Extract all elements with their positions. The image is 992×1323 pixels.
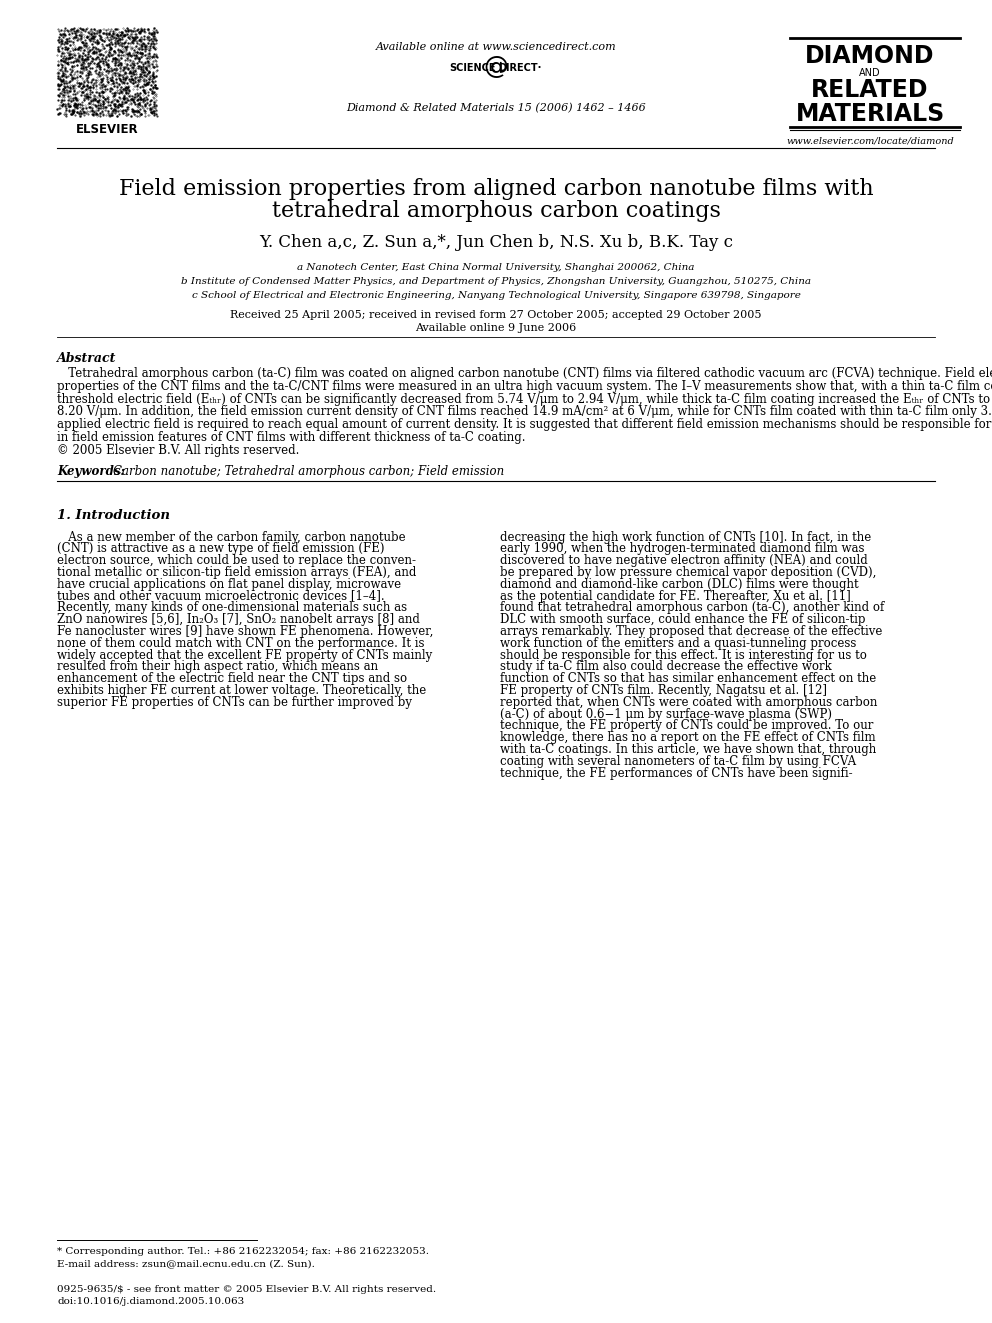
Text: (a-C) of about 0.6−1 μm by surface-wave plasma (SWP): (a-C) of about 0.6−1 μm by surface-wave … [500,708,832,721]
Text: reported that, when CNTs were coated with amorphous carbon: reported that, when CNTs were coated wit… [500,696,877,709]
Text: E-mail address: zsun@mail.ecnu.edu.cn (Z. Sun).: E-mail address: zsun@mail.ecnu.edu.cn (Z… [57,1259,314,1267]
Text: study if ta-C film also could decrease the effective work: study if ta-C film also could decrease t… [500,660,831,673]
Text: work function of the emitters and a quasi-tunneling process: work function of the emitters and a quas… [500,636,856,650]
Text: Y. Chen a,c, Z. Sun a,*, Jun Chen b, N.S. Xu b, B.K. Tay c: Y. Chen a,c, Z. Sun a,*, Jun Chen b, N.S… [259,234,733,251]
Text: Tetrahedral amorphous carbon (ta-C) film was coated on aligned carbon nanotube (: Tetrahedral amorphous carbon (ta-C) film… [57,366,992,380]
Text: function of CNTs so that has similar enhancement effect on the: function of CNTs so that has similar enh… [500,672,876,685]
Text: Available online 9 June 2006: Available online 9 June 2006 [416,323,576,333]
Text: coating with several nanometers of ta-C film by using FCVA: coating with several nanometers of ta-C … [500,755,856,767]
Text: www.elsevier.com/locate/diamond: www.elsevier.com/locate/diamond [786,136,954,146]
Text: none of them could match with CNT on the performance. It is: none of them could match with CNT on the… [57,636,425,650]
Text: * Corresponding author. Tel.: +86 2162232054; fax: +86 2162232053.: * Corresponding author. Tel.: +86 216223… [57,1248,429,1256]
Text: early 1990, when the hydrogen-terminated diamond film was: early 1990, when the hydrogen-terminated… [500,542,864,556]
Text: 0925-9635/$ - see front matter © 2005 Elsevier B.V. All rights reserved.: 0925-9635/$ - see front matter © 2005 El… [57,1285,436,1294]
Text: @: @ [483,56,509,79]
Text: Keywords:: Keywords: [57,464,125,478]
Text: Field emission properties from aligned carbon nanotube films with: Field emission properties from aligned c… [119,179,873,200]
Text: DLC with smooth surface, could enhance the FE of silicon-tip: DLC with smooth surface, could enhance t… [500,613,865,626]
Text: Diamond & Related Materials 15 (2006) 1462 – 1466: Diamond & Related Materials 15 (2006) 14… [346,103,646,114]
Text: as the potential candidate for FE. Thereafter, Xu et al. [11]: as the potential candidate for FE. There… [500,590,851,602]
Text: SCIENCE: SCIENCE [449,64,496,73]
Text: with ta-C coatings. In this article, we have shown that, through: with ta-C coatings. In this article, we … [500,744,876,755]
Text: Carbon nanotube; Tetrahedral amorphous carbon; Field emission: Carbon nanotube; Tetrahedral amorphous c… [113,464,504,478]
Text: Abstract: Abstract [57,352,116,365]
Text: diamond and diamond-like carbon (DLC) films were thought: diamond and diamond-like carbon (DLC) fi… [500,578,859,591]
Text: b Institute of Condensed Matter Physics, and Department of Physics, Zhongshan Un: b Institute of Condensed Matter Physics,… [181,277,811,286]
Text: tubes and other vacuum microelectronic devices [1–4].: tubes and other vacuum microelectronic d… [57,590,385,602]
Text: threshold electric field (Eₜₕᵣ) of CNTs can be significantly decreased from 5.74: threshold electric field (Eₜₕᵣ) of CNTs … [57,393,992,406]
Text: ELSEVIER: ELSEVIER [75,123,138,136]
Text: 1. Introduction: 1. Introduction [57,508,170,521]
Text: have crucial applications on flat panel display, microwave: have crucial applications on flat panel … [57,578,401,591]
Text: tional metallic or silicon-tip field emission arrays (FEA), and: tional metallic or silicon-tip field emi… [57,566,417,579]
Text: a Nanotech Center, East China Normal University, Shanghai 200062, China: a Nanotech Center, East China Normal Uni… [298,263,694,273]
Text: properties of the CNT films and the ta-C/CNT films were measured in an ultra hig: properties of the CNT films and the ta-C… [57,380,992,393]
Text: technique, the FE property of CNTs could be improved. To our: technique, the FE property of CNTs could… [500,720,873,733]
Text: Fe nanocluster wires [9] have shown FE phenomena. However,: Fe nanocluster wires [9] have shown FE p… [57,624,434,638]
Text: exhibits higher FE current at lower voltage. Theoretically, the: exhibits higher FE current at lower volt… [57,684,427,697]
Text: in field emission features of CNT films with different thickness of ta-C coating: in field emission features of CNT films … [57,431,526,445]
Text: enhancement of the electric field near the CNT tips and so: enhancement of the electric field near t… [57,672,407,685]
Text: FE property of CNTs film. Recently, Nagatsu et al. [12]: FE property of CNTs film. Recently, Naga… [500,684,827,697]
Text: technique, the FE performances of CNTs have been signifi-: technique, the FE performances of CNTs h… [500,766,853,779]
Text: should be responsible for this effect. It is interesting for us to: should be responsible for this effect. I… [500,648,867,662]
Text: found that tetrahedral amorphous carbon (ta-C), another kind of: found that tetrahedral amorphous carbon … [500,602,884,614]
Text: applied electric field is required to reach equal amount of current density. It : applied electric field is required to re… [57,418,992,431]
Text: resulted from their high aspect ratio, which means an: resulted from their high aspect ratio, w… [57,660,378,673]
Text: electron source, which could be used to replace the conven-: electron source, which could be used to … [57,554,416,568]
Text: AND: AND [859,67,881,78]
Text: decreasing the high work function of CNTs [10]. In fact, in the: decreasing the high work function of CNT… [500,531,871,544]
Text: DIRECT·: DIRECT· [498,64,542,73]
Text: discovered to have negative electron affinity (NEA) and could: discovered to have negative electron aff… [500,554,868,568]
Text: RELATED: RELATED [811,78,929,102]
Text: Available online at www.sciencedirect.com: Available online at www.sciencedirect.co… [376,42,616,52]
Text: superior FE properties of CNTs can be further improved by: superior FE properties of CNTs can be fu… [57,696,412,709]
Text: widely accepted that the excellent FE property of CNTs mainly: widely accepted that the excellent FE pr… [57,648,433,662]
Text: Recently, many kinds of one-dimensional materials such as: Recently, many kinds of one-dimensional … [57,602,407,614]
Text: © 2005 Elsevier B.V. All rights reserved.: © 2005 Elsevier B.V. All rights reserved… [57,443,300,456]
Text: As a new member of the carbon family, carbon nanotube: As a new member of the carbon family, ca… [57,531,406,544]
Text: (CNT) is attractive as a new type of field emission (FE): (CNT) is attractive as a new type of fie… [57,542,385,556]
Text: ZnO nanowires [5,6], In₂O₃ [7], SnO₂ nanobelt arrays [8] and: ZnO nanowires [5,6], In₂O₃ [7], SnO₂ nan… [57,613,420,626]
Text: 8.20 V/μm. In addition, the field emission current density of CNT films reached : 8.20 V/μm. In addition, the field emissi… [57,405,992,418]
Text: MATERIALS: MATERIALS [796,102,944,126]
Text: arrays remarkably. They proposed that decrease of the effective: arrays remarkably. They proposed that de… [500,624,882,638]
Text: c School of Electrical and Electronic Engineering, Nanyang Technological Univers: c School of Electrical and Electronic En… [191,291,801,300]
Text: tetrahedral amorphous carbon coatings: tetrahedral amorphous carbon coatings [272,200,720,222]
Text: doi:10.1016/j.diamond.2005.10.063: doi:10.1016/j.diamond.2005.10.063 [57,1297,244,1306]
Text: knowledge, there has no a report on the FE effect of CNTs film: knowledge, there has no a report on the … [500,732,876,745]
Text: Received 25 April 2005; received in revised form 27 October 2005; accepted 29 Oc: Received 25 April 2005; received in revi… [230,310,762,320]
Text: be prepared by low pressure chemical vapor deposition (CVD),: be prepared by low pressure chemical vap… [500,566,876,579]
Text: DIAMOND: DIAMOND [806,44,934,67]
